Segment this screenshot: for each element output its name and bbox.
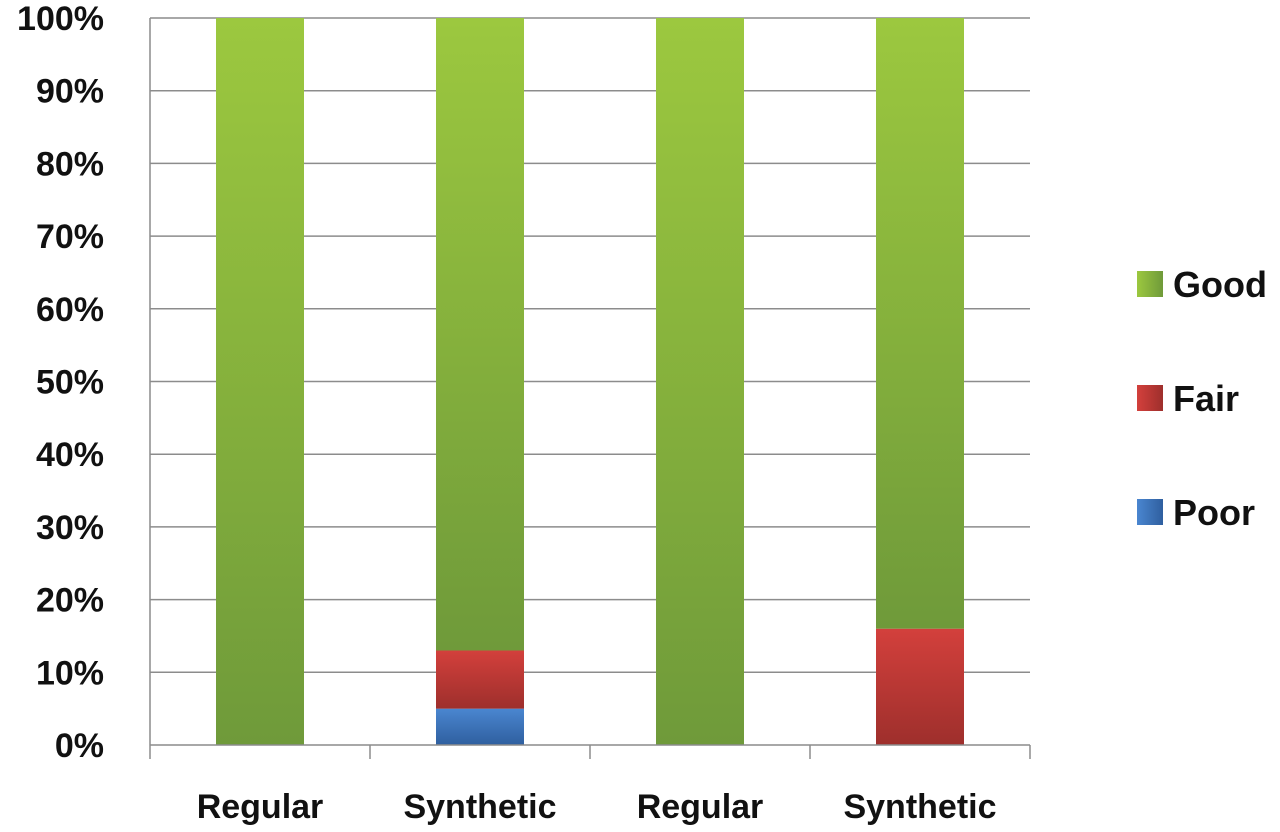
y-tick-label: 20%	[36, 582, 104, 620]
legend-label-fair: Fair	[1173, 378, 1239, 419]
bar-poor	[436, 708, 524, 745]
y-tick-label: 80%	[36, 145, 104, 183]
y-tick-label: 90%	[36, 73, 104, 111]
y-tick-labels: 0% 10% 20% 30% 40% 50% 60% 70% 80% 90% 100%	[17, 0, 104, 765]
bar-good	[216, 18, 304, 745]
bar-good	[876, 18, 964, 629]
legend-swatch-poor	[1137, 499, 1163, 525]
y-tick-label: 100%	[17, 0, 104, 38]
x-category-label: Regular	[197, 788, 324, 826]
x-category-label: Synthetic	[843, 788, 996, 826]
x-category-label: Regular	[637, 788, 764, 826]
y-tick-label: 40%	[36, 436, 104, 474]
legend-swatch-good	[1137, 271, 1163, 297]
bar-fair	[436, 650, 524, 709]
axes	[149, 18, 1031, 759]
y-tick-label: 30%	[36, 509, 104, 547]
y-tick-label: 50%	[36, 364, 104, 402]
x-category-label: Synthetic	[403, 788, 556, 826]
y-tick-label: 70%	[36, 218, 104, 256]
bar-good	[656, 18, 744, 745]
legend-label-good: Good	[1173, 264, 1267, 305]
y-tick-label: 10%	[36, 654, 104, 692]
legend-label-poor: Poor	[1173, 492, 1255, 533]
y-tick-label: 0%	[55, 727, 104, 765]
legend: Good Fair Poor	[1137, 264, 1267, 533]
bars	[216, 18, 964, 745]
bar-good	[436, 18, 524, 651]
y-tick-label: 60%	[36, 291, 104, 329]
bar-fair	[876, 628, 964, 745]
legend-swatch-fair	[1137, 385, 1163, 411]
x-category-labels: Regular Synthetic Regular Synthetic	[197, 788, 997, 826]
